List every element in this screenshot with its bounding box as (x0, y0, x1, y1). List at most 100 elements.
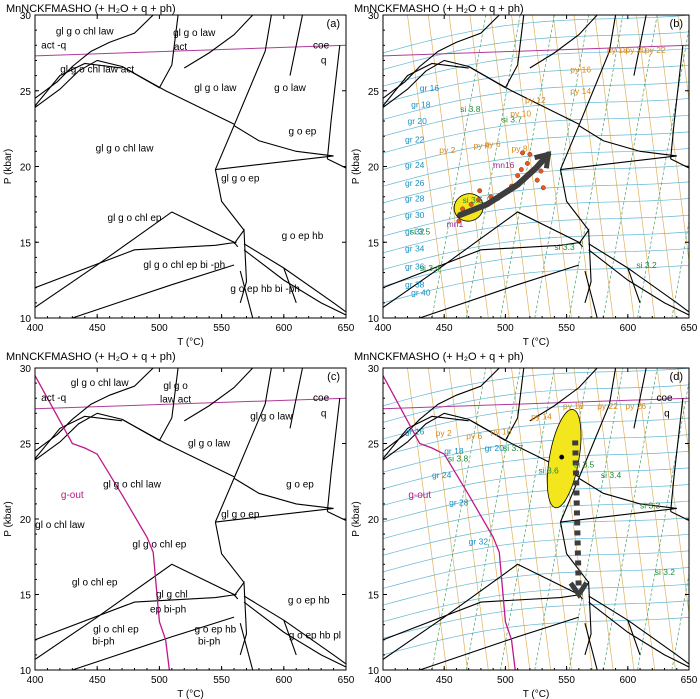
pyrope-isopleth (511, 368, 552, 670)
field-label: g o ep hb pl (289, 630, 341, 641)
si-isopleth (465, 15, 521, 318)
garnet-isopleth (383, 181, 689, 220)
y-tick-label: 15 (368, 238, 380, 249)
x-tick-label: 550 (213, 323, 230, 334)
phase-boundary (670, 45, 684, 159)
isopleth-label: gr 16 (405, 426, 425, 436)
isopleth-label: si 3.7 (503, 443, 524, 453)
field-label: bi-ph (92, 636, 114, 647)
phase-boundary (35, 211, 239, 308)
panel-b-title: MnNCKFMASHO (+ H₂O + q + ph) (354, 3, 524, 15)
phase-boundary (588, 243, 689, 313)
garnet-isopleth (383, 248, 689, 287)
panel-a-title: MnNCKFMASHO (+ H₂O + q + ph) (6, 3, 176, 15)
field-label: gl g o ep (221, 174, 260, 185)
x-tick-label: 600 (275, 675, 292, 686)
x-tick-label: 650 (681, 675, 698, 686)
garnet-isopleth (383, 214, 689, 254)
isopleth-label: py 10 (510, 109, 531, 119)
x-axis-label: T (°C) (523, 689, 550, 699)
phase-boundary (239, 623, 254, 670)
field-label: gl g o chl law (71, 378, 130, 389)
isopleth-label: si 3.5 (410, 227, 431, 237)
garnet-isopleth (383, 368, 689, 407)
phase-boundary (233, 228, 248, 304)
isopleth-label: gr 40 (411, 287, 431, 297)
garnet-isopleth (383, 31, 689, 70)
phase-boundary (326, 398, 341, 512)
field-label: ep bi-ph (150, 605, 186, 616)
x-tick-label: 500 (497, 323, 514, 334)
garnet-isopleth (383, 384, 689, 423)
garnet-isopleth (383, 550, 689, 589)
field-label: act -q (41, 393, 66, 404)
garnet-isopleth (383, 48, 689, 87)
y-tick-label: 15 (368, 591, 380, 602)
pyrope-isopleth (656, 368, 689, 617)
phase-boundary (584, 623, 598, 670)
si-isopleth (431, 368, 487, 670)
pyrope-isopleth (448, 368, 489, 670)
field-label: gl g o chl law (103, 479, 162, 490)
phase-boundary (72, 264, 235, 318)
phase-boundary (468, 66, 580, 125)
phase-boundary (243, 243, 346, 313)
pt-path-arrowhead (534, 151, 552, 169)
phase-boundary (578, 477, 677, 509)
isopleth-label: py 10 (491, 426, 512, 436)
field-label: gl g o (163, 381, 188, 392)
data-point (524, 161, 530, 166)
phase-boundary (233, 15, 272, 126)
isopleth-label: si 3.8 (448, 454, 469, 464)
isopleth-label: gr 32 (469, 537, 489, 547)
pyrope-isopleth (594, 368, 635, 670)
x-tick-label: 400 (375, 323, 392, 334)
garnet-isopleth (383, 450, 689, 490)
isopleth-label: py 18 (563, 401, 584, 411)
pt-estimate-ellipse (546, 409, 582, 509)
isopleth-label: py 6 (466, 431, 482, 441)
plot-area (383, 368, 689, 670)
phase-boundary (560, 507, 677, 523)
phase-boundary (383, 415, 469, 459)
isopleth-label: gr 28 (449, 497, 469, 507)
isopleth-label: si 3.8 (460, 104, 481, 114)
isopleth-label: py 8 (512, 143, 528, 153)
x-tick-label: 650 (338, 675, 355, 686)
isopleth-label: gr 20 (485, 443, 505, 453)
field-label: bi-ph (198, 636, 220, 647)
y-tick-label: 25 (368, 440, 380, 451)
phase-boundary (419, 264, 580, 318)
phase-boundary (214, 169, 245, 231)
isopleth-label: gr 30 (405, 210, 425, 220)
field-label: coe (313, 393, 330, 404)
si-isopleth (671, 219, 689, 318)
garnet-isopleth (383, 567, 689, 606)
phase-boundary (215, 507, 334, 523)
y-tick-label: 10 (368, 314, 380, 325)
isopleth-label: py 16 (570, 65, 591, 75)
y-tick-label: 15 (20, 591, 32, 602)
x-tick-label: 400 (27, 323, 44, 334)
field-label: gl g chl (156, 590, 188, 601)
phase-boundary (35, 368, 179, 461)
isopleth-label: si 3.6 (538, 466, 559, 476)
isopleth-label: gr 16 (420, 83, 440, 93)
isopleth-label: gr 20 (407, 116, 427, 126)
g-out-line (383, 375, 516, 670)
field-label: gl o chl ep (72, 577, 118, 588)
y-axis-label: P (kbar) (351, 501, 362, 536)
field-label: g o ep hb (195, 624, 237, 635)
phase-boundary (578, 15, 617, 126)
x-tick-label: 600 (619, 675, 636, 686)
phase-boundary (214, 521, 245, 583)
field-label: gl g o chl ep bi -ph (143, 260, 225, 271)
isopleth-label: py 14 (570, 86, 591, 96)
y-tick-label: 20 (368, 515, 380, 526)
isopleth-label: gr 28 (405, 193, 425, 203)
phase-boundary (633, 368, 647, 429)
garnet-isopleth (383, 517, 689, 556)
isopleth-label: gr 24 (432, 470, 452, 480)
field-label: gl g o chl ep (132, 540, 186, 551)
isopleth-label: py 4 (474, 140, 490, 150)
